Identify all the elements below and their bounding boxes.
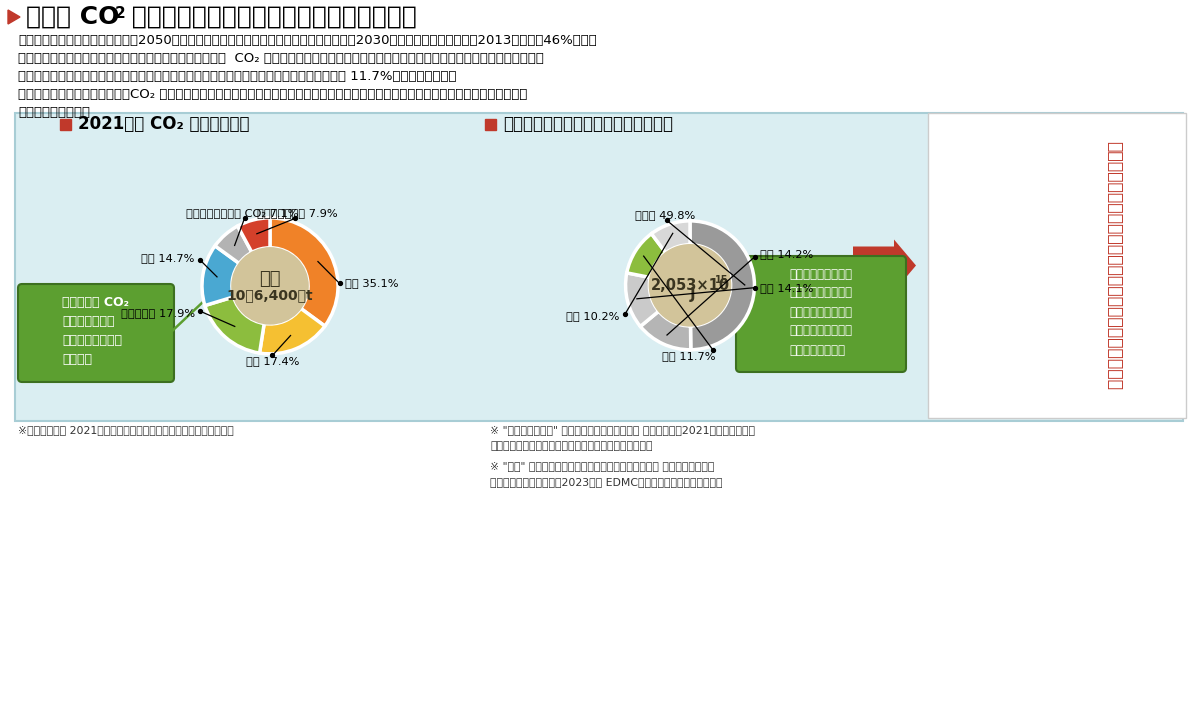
Text: エネルギー消費効率が高く、CO₂ 排出量を大幅に削減することが出来るヒートポンプ給湯機の普及拡大が地球温暖化対策の切り札として: エネルギー消費効率が高く、CO₂ 排出量を大幅に削減することが出来るヒートポンプ… [18, 88, 527, 101]
Text: 15: 15 [714, 274, 728, 284]
Wedge shape [626, 233, 666, 278]
Text: 排出量の現状と供給エネルギー消費の実態: 排出量の現状と供給エネルギー消費の実態 [124, 5, 416, 29]
Text: 産業 35.1%: 産業 35.1% [346, 279, 398, 289]
Text: 動力他 49.8%: 動力他 49.8% [635, 210, 695, 220]
Text: 業務その他 17.9%: 業務その他 17.9% [120, 309, 194, 319]
Text: 厨房 10.2%: 厨房 10.2% [566, 311, 619, 321]
Wedge shape [215, 226, 252, 263]
Wedge shape [641, 311, 691, 349]
Text: 日本の CO: 日本の CO [26, 5, 119, 29]
Text: エネルギー転換 7.9%: エネルギー転換 7.9% [257, 208, 338, 218]
FancyArrow shape [853, 239, 916, 291]
Text: だから: だから [871, 258, 898, 273]
Text: 2,053×10: 2,053×10 [650, 278, 730, 293]
Wedge shape [690, 221, 755, 349]
Text: 合計: 合計 [259, 270, 281, 288]
Text: 業務用ヒートポンプ給湯機が今、注目されています！: 業務用ヒートポンプ給湯機が今、注目されています！ [1105, 141, 1123, 390]
Wedge shape [205, 297, 264, 353]
Text: という中期目標が打ち出された背景があり、目標達成には  CO₂ 排出量の比率が高い産業部門（工場等）や業務部門（オフィス、商業施設等）: という中期目標が打ち出された背景があり、目標達成には CO₂ 排出量の比率が高い… [18, 52, 544, 65]
Wedge shape [270, 218, 338, 326]
Text: 2023年版 EDMC／エネルギー・経済統計要覧: 2023年版 EDMC／エネルギー・経済統計要覧 [490, 477, 722, 487]
Wedge shape [202, 246, 239, 306]
Text: 国の環境・エネルギー政策が「2050年に向けたカーボンニュートラル」へと展開し、「2030年度の温室効果ガスを、2013年度比の46%削減」: 国の環境・エネルギー政策が「2050年に向けたカーボンニュートラル」へと展開し、… [18, 34, 596, 47]
Polygon shape [8, 10, 20, 24]
Circle shape [232, 248, 308, 324]
Text: 暖房 14.1%: 暖房 14.1% [761, 283, 814, 293]
Text: 冷房 14.2%: 冷房 14.2% [761, 249, 814, 259]
Text: J: J [685, 287, 695, 302]
Text: における削減が欠かせません。また、業務部門におけるエネルギー消費の内、給湯の割合が 11.7%を占めています。: における削減が欠かせません。また、業務部門におけるエネルギー消費の内、給湯の割合… [18, 70, 456, 83]
Text: 運輸 17.4%: 運輸 17.4% [246, 356, 299, 366]
Text: 民生業務部門のエネルギー消費の内訳: 民生業務部門のエネルギー消費の内訳 [503, 115, 673, 133]
Bar [928, 113, 1186, 418]
Text: エネルギー需給実績（確報）: エネルギー需給実績（確報） [490, 441, 653, 451]
Text: 2021年度 CO₂ 排出量部門別: 2021年度 CO₂ 排出量部門別 [78, 115, 250, 133]
Text: ※ "内訳" の出典：（一財）日本エネルギー経済研究所 計量分析ユニット: ※ "内訳" の出典：（一財）日本エネルギー経済研究所 計量分析ユニット [490, 461, 714, 471]
Bar [14, 113, 1183, 421]
Text: 注目されています。: 注目されています。 [18, 106, 90, 119]
Wedge shape [652, 221, 690, 253]
Text: ※ "エネルギー消費" の出典：資源エネルギー庁 令和３年度（2021年度）における: ※ "エネルギー消費" の出典：資源エネルギー庁 令和３年度（2021年度）にお… [490, 425, 755, 435]
Wedge shape [238, 218, 270, 252]
Text: 業務部門の CO₂
排出量は大きな
ウェイトを占めて
います。: 業務部門の CO₂ 排出量は大きな ウェイトを占めて います。 [62, 296, 130, 366]
Bar [485, 119, 496, 130]
Circle shape [649, 245, 731, 326]
Text: 家庭 14.7%: 家庭 14.7% [142, 253, 194, 263]
Wedge shape [625, 273, 659, 326]
Text: 非エネルギー起源 CO₂ 7.1%: 非エネルギー起源 CO₂ 7.1% [186, 208, 299, 218]
FancyBboxPatch shape [18, 284, 174, 382]
Text: 給湯 11.7%: 給湯 11.7% [661, 351, 715, 361]
Wedge shape [259, 309, 325, 354]
Text: 2: 2 [115, 6, 126, 21]
Text: 民生業務部門の給湯
の消費エネルギーも
照明・冷暖房と同様
に省エネを図らなけ
ればなりません。: 民生業務部門の給湯 の消費エネルギーも 照明・冷暖房と同様 に省エネを図らなけ … [790, 268, 852, 357]
Text: ※出典：環境省 2021年度温室効果ガス排出・吸収量（確報値）概要: ※出典：環境省 2021年度温室効果ガス排出・吸収量（確報値）概要 [18, 425, 234, 435]
Bar [60, 119, 71, 130]
Text: 10億6,400万t: 10億6,400万t [227, 288, 313, 301]
FancyBboxPatch shape [736, 256, 906, 372]
